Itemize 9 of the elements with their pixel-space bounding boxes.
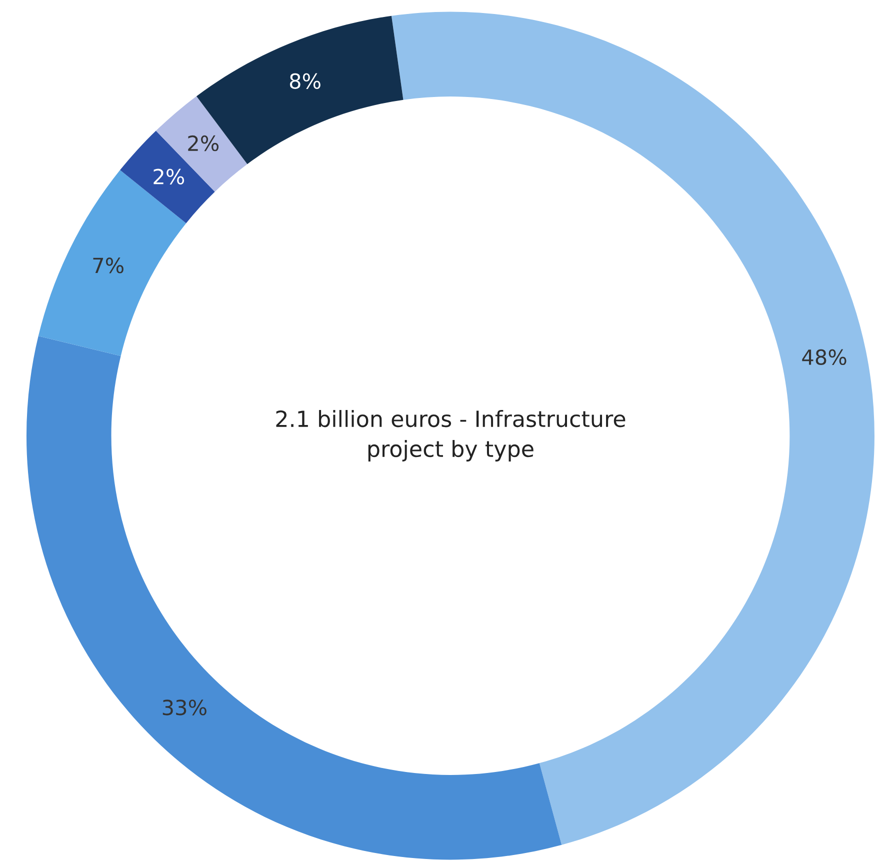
data-label: 33%: [162, 700, 206, 716]
data-label: 7%: [93, 258, 124, 274]
data-label: 2%: [188, 135, 219, 152]
donut-slice: [38, 170, 186, 356]
data-label: 2%: [154, 168, 184, 184]
text: 2.1 billion euros - Infrastructure project by type: [276, 410, 626, 462]
data-label: 48%: [802, 349, 846, 366]
data-label: 8%: [290, 73, 320, 89]
donut-slice: [156, 96, 248, 192]
